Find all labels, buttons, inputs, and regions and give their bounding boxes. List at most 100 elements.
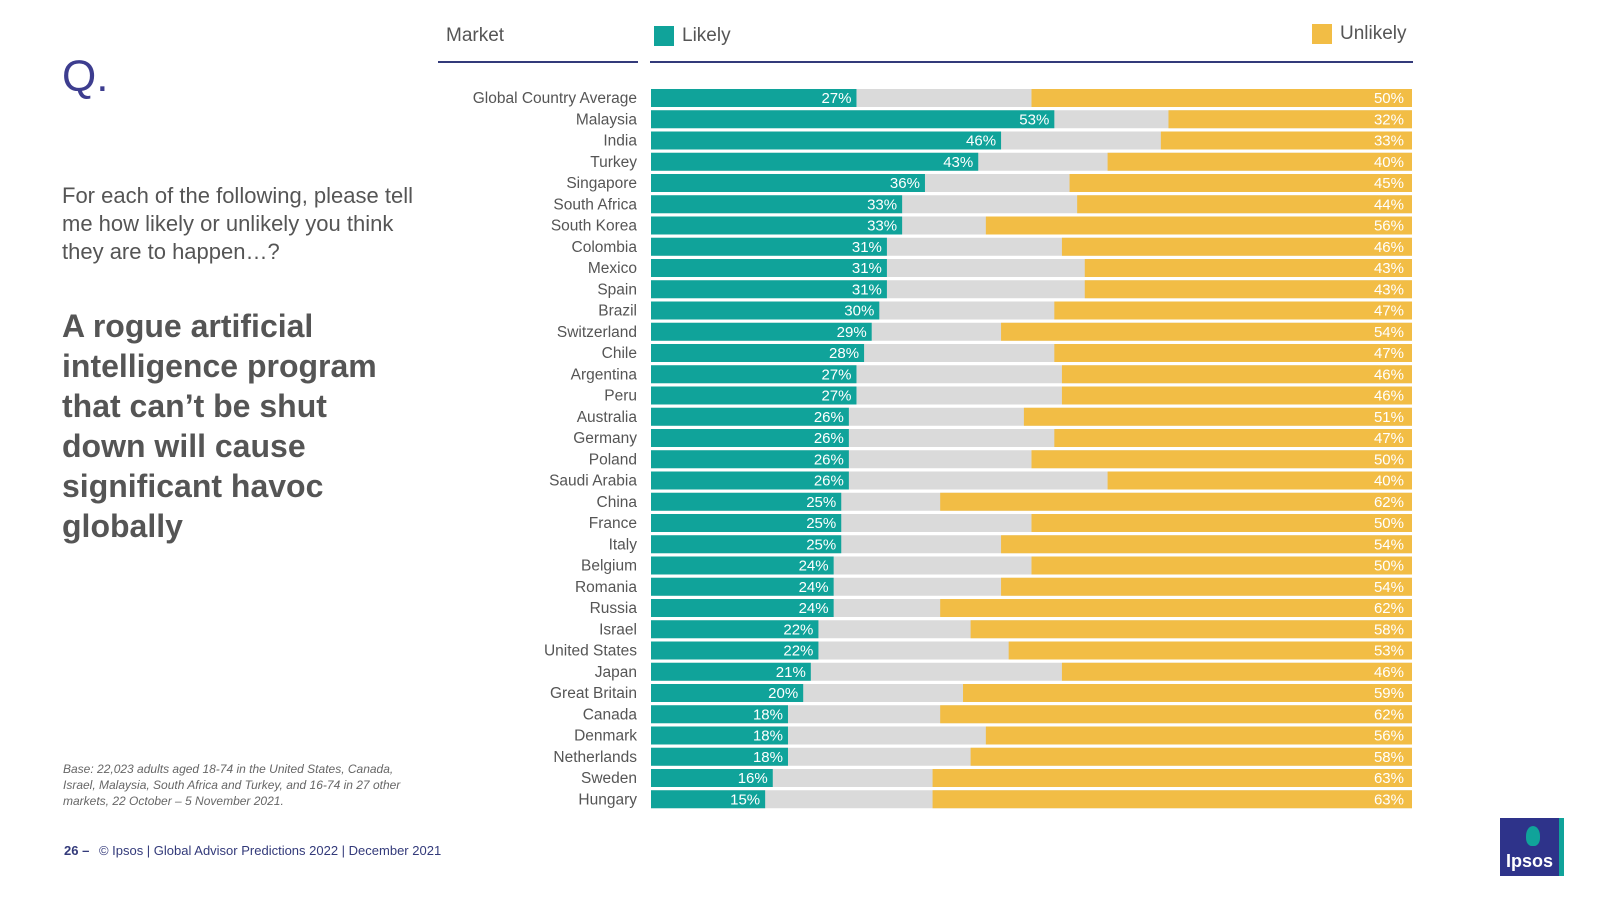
unlikely-value-label: 56% [1374,728,1404,745]
bar-likely-segment [651,790,766,809]
likely-value-label: 53% [1019,111,1049,128]
unlikely-value-label: 43% [1374,260,1404,277]
unlikely-value-label: 62% [1374,600,1404,617]
category-label: Switzerland [557,324,637,341]
unlikely-value-label: 40% [1374,154,1404,171]
legend-likely: Likely [654,25,731,47]
category-label: France [589,515,637,532]
bar-unlikely-segment [970,620,1412,639]
bar-likely-segment [651,365,857,384]
category-label: Chile [602,345,637,362]
unlikely-value-label: 50% [1374,90,1404,107]
likely-value-label: 31% [852,260,882,277]
unlikely-value-label: 47% [1374,303,1404,320]
category-label: Sweden [581,770,637,787]
likely-value-label: 24% [799,558,829,575]
likely-value-label: 15% [730,791,760,808]
likely-value-label: 29% [837,324,867,341]
unlikely-value-label: 62% [1374,494,1404,511]
bar-unlikely-segment [1061,365,1412,384]
category-label: Australia [577,409,638,426]
unlikely-value-label: 46% [1374,239,1404,256]
bar-unlikely-segment [1061,662,1412,681]
bar-unlikely-segment [1054,429,1412,447]
category-label: Belgium [581,558,637,575]
bar-unlikely-segment [1160,131,1412,150]
bar-likely-segment [651,344,865,362]
bar-likely-segment [651,471,849,490]
category-label: Israel [599,621,637,638]
category-label: Global Country Average [473,90,637,107]
bar-likely-segment [651,301,880,320]
header-rule-market [438,61,638,63]
bar-unlikely-segment [1107,152,1412,171]
unlikely-value-label: 50% [1374,558,1404,575]
bar-likely-segment [651,237,887,256]
bar-unlikely-segment [1084,280,1412,299]
category-label: Denmark [574,728,637,745]
unlikely-value-label: 50% [1374,451,1404,468]
likely-value-label: 30% [844,303,874,320]
unlikely-value-label: 44% [1374,196,1404,213]
bar-unlikely-segment [1084,259,1412,277]
unlikely-value-label: 58% [1374,621,1404,638]
category-label: Peru [604,388,637,405]
category-label: India [603,133,637,150]
likely-value-label: 31% [852,239,882,256]
bar-unlikely-segment [1001,577,1412,596]
bar-likely-segment [651,450,849,469]
footer: 26 – © Ipsos | Global Advisor Prediction… [64,843,441,858]
bar-unlikely-segment [940,705,1412,724]
bar-unlikely-segment [932,790,1412,809]
header-rule-bars [650,61,1413,63]
unlikely-value-label: 54% [1374,536,1404,553]
likely-value-label: 46% [966,133,996,150]
category-label: Romania [575,579,637,596]
bar-likely-segment [651,535,842,554]
likely-value-label: 26% [814,473,844,490]
legend-unlikely-label: Unlikely [1340,23,1407,44]
likely-value-label: 20% [768,685,798,702]
bar-unlikely-segment [1008,641,1412,660]
bar-likely-segment [651,280,887,299]
likely-value-label: 24% [799,579,829,596]
category-label: Spain [597,281,637,298]
category-label: Netherlands [553,749,637,766]
likely-value-label: 24% [799,600,829,617]
unlikely-value-label: 54% [1374,324,1404,341]
category-label: Turkey [590,154,637,171]
bar-likely-segment [651,684,804,702]
legend-likely-swatch [654,26,674,46]
bar-unlikely-segment [1031,556,1412,575]
category-label: Russia [590,600,638,617]
unlikely-value-label: 46% [1374,388,1404,405]
unlikely-value-label: 47% [1374,345,1404,362]
bar-unlikely-segment [1031,89,1412,107]
bar-likely-segment [651,705,788,724]
likely-value-label: 36% [890,175,920,192]
category-label: South Africa [553,196,637,213]
bar-likely-segment [651,131,1002,150]
bar-likely-segment [651,259,887,277]
likely-value-label: 25% [806,494,836,511]
category-label: Japan [595,664,637,681]
unlikely-value-label: 56% [1374,218,1404,235]
likely-value-label: 25% [806,536,836,553]
category-label: Saudi Arabia [549,473,637,490]
category-label: Colombia [572,239,638,256]
bar-unlikely-segment [970,747,1412,766]
likely-value-label: 27% [821,366,851,383]
category-label: Canada [583,706,638,723]
unlikely-value-label: 33% [1374,133,1404,150]
bar-likely-segment [651,195,903,214]
bar-likely-segment [651,641,819,660]
unlikely-value-label: 58% [1374,749,1404,766]
bar-likely-segment [651,599,834,617]
bar-unlikely-segment [1031,450,1412,469]
likely-value-label: 26% [814,430,844,447]
likely-value-label: 43% [943,154,973,171]
bar-likely-segment [651,769,773,787]
bar-likely-segment [651,386,857,405]
bar-likely-segment [651,747,788,766]
